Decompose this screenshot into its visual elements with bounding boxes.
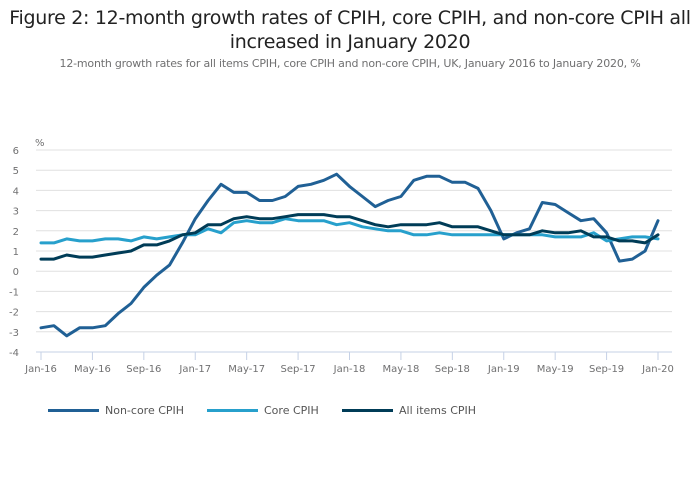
legend-item-non-core-cpih[interactable]: Non-core CPIH [48,404,184,417]
x-tick-label: May-16 [74,364,111,375]
y-tick-label: 6 [13,146,19,157]
chart-subtitle: 12-month growth rates for all items CPIH… [59,57,641,70]
legend-item-core-cpih[interactable]: Core CPIH [207,404,319,417]
y-tick-label: -1 [9,287,19,298]
x-tick-label: May-17 [228,364,265,375]
series-lines [39,172,660,338]
x-tick-label: Jan-17 [178,364,211,375]
y-tick-label: 5 [13,166,19,177]
y-tick-label: 0 [13,267,19,278]
legend-label: Non-core CPIH [105,404,185,417]
y-tick-label: 3 [13,207,19,218]
x-tick-label: May-19 [537,364,574,375]
y-tick-label: -3 [9,328,19,339]
x-tick-label: Jan-16 [24,364,57,375]
legend-swatch [48,409,99,412]
legend-swatch [207,409,258,412]
gridlines [36,149,672,333]
x-tick-label: Jan-20 [641,364,674,375]
y-tick-label: 2 [13,227,19,238]
legend-label: Core CPIH [264,404,319,417]
legend-item-all-items-cpih[interactable]: All items CPIH [342,404,476,417]
x-tick-label: Jan-18 [333,364,366,375]
legend: Non-core CPIH Core CPIH All items CPIH [0,404,700,428]
y-axis-label: % [35,138,45,149]
y-tick-label: -4 [9,348,19,359]
y-axis: 6 5 4 3 2 1 0 -1 -2 -3 -4 [9,146,19,359]
x-tick-label: Sep-18 [435,364,470,375]
x-tick-label: Jan-19 [487,364,520,375]
x-tick-label: Sep-19 [589,364,624,375]
series-line-non-core-cpih[interactable] [39,172,660,338]
y-tick-label: 4 [13,186,19,197]
chart-title: Figure 2: 12-month growth rates of CPIH,… [9,7,691,53]
legend-label: All items CPIH [399,404,477,417]
y-tick-label: 1 [13,247,19,258]
x-tick-label: Sep-16 [126,364,161,375]
x-axis: Jan-16 May-16 Sep-16 Jan-17 May-17 Sep-17 Jan-… [24,351,674,375]
y-tick-label: -2 [9,308,19,319]
x-tick-label: Sep-17 [280,364,315,375]
series-line-all-items-cpih[interactable] [39,213,660,261]
series-line-core-cpih[interactable] [39,217,660,245]
legend-swatch [342,409,393,412]
x-tick-label: May-18 [382,364,419,375]
